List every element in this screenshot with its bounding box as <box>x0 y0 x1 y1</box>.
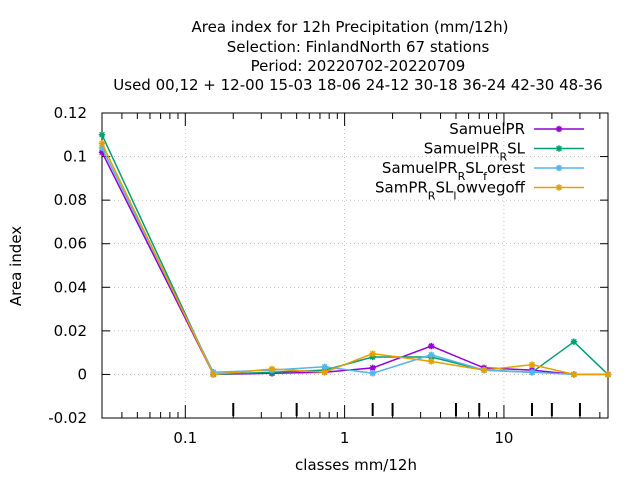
x-tick-label: 10 <box>494 429 513 447</box>
point-d2 <box>556 126 562 132</box>
grid <box>102 113 608 418</box>
y-tick-label: 0.02 <box>54 322 87 340</box>
title-line-2: Selection: FinlandNorth 67 stations <box>227 38 490 56</box>
point-d2 <box>369 364 376 371</box>
series-point <box>570 338 578 345</box>
x-tick-label: 1 <box>340 429 350 447</box>
chart-title: Area index for 12h Precipitation (mm/12h… <box>113 18 602 94</box>
point-d2 <box>428 351 435 358</box>
y-tick-label: 0.04 <box>54 278 87 296</box>
point-d2 <box>556 184 562 191</box>
x-tick-label: 0.1 <box>173 429 197 447</box>
point-d2 <box>481 367 487 373</box>
point-d2 <box>529 361 535 368</box>
series-point <box>369 364 376 372</box>
title-line-1: Area index for 12h Precipitation (mm/12h… <box>192 18 509 36</box>
series-sampr-rsl-lowvegoff <box>98 140 612 378</box>
series-point <box>428 358 435 365</box>
legend: SamuelPR SamuelPRRSLSamuelPRRSLforestSamP… <box>375 120 584 202</box>
legend-entry: SamuelPR <box>449 120 584 138</box>
y-tick-label: 0 <box>77 365 87 383</box>
series-point <box>321 369 328 376</box>
x-axis: 0.1 1 10 <box>121 113 601 447</box>
point-d2 <box>321 363 328 370</box>
series-samuelpr <box>98 149 612 378</box>
plot-frame <box>101 112 609 419</box>
series-line <box>101 134 609 376</box>
y-axis: -0.02 0 0.02 0.04 0.06 0.08 0.1 0.12 <box>48 104 608 427</box>
point-d2 <box>321 369 328 376</box>
y-axis-label: Area index <box>7 226 25 306</box>
series-point <box>555 125 563 133</box>
legend-entry: SamuelPRRSLforest <box>382 159 584 183</box>
series-point <box>268 365 276 373</box>
legend-entry: SamPRRSLlowvegoff <box>375 179 584 203</box>
legend-label: SamuelPR <box>449 120 525 138</box>
series-point <box>321 363 328 371</box>
legend-label: SamuelPRRSLforest <box>382 159 525 183</box>
series-line <box>101 151 608 376</box>
y-tick-label: -0.02 <box>48 409 87 427</box>
legend-label: SamuelPRRSL <box>424 140 526 164</box>
series-samuelpr-rsl-forest <box>98 144 612 378</box>
series-line <box>101 147 608 376</box>
y-tick-label: 0.1 <box>63 148 87 166</box>
title-line-3: Period: 20220702-20220709 <box>251 57 466 75</box>
series-line <box>101 143 608 376</box>
series-point <box>528 369 536 376</box>
x-axis-label: classes mm/12h <box>295 456 417 474</box>
point-d2 <box>269 366 275 372</box>
y-tick-label: 0.06 <box>54 235 87 253</box>
series-point <box>480 366 488 374</box>
point-d2 <box>529 369 535 376</box>
point-d2 <box>571 338 577 345</box>
point-d2 <box>369 350 376 357</box>
series-layer <box>98 131 612 378</box>
series-point <box>210 371 217 378</box>
series-point <box>369 350 376 357</box>
series-point <box>555 145 563 152</box>
plot-border <box>101 112 609 419</box>
series-point <box>555 164 563 172</box>
series-point <box>369 370 376 377</box>
point-d2 <box>428 358 435 365</box>
series-point <box>428 342 435 350</box>
series-point <box>428 351 435 359</box>
point-d2 <box>571 371 577 378</box>
series-point <box>98 131 106 138</box>
point-d2 <box>99 131 105 138</box>
point-d2 <box>605 371 611 378</box>
legend-label: SamPRRSLlowvegoff <box>375 179 526 203</box>
title-line-4: Used 00,12 + 12-00 15-03 18-06 24-12 30-… <box>113 76 602 94</box>
series-point <box>570 371 578 378</box>
y-tick-label: 0.08 <box>54 191 87 209</box>
legend-entry: SamuelPRRSL <box>424 140 584 164</box>
point-d2 <box>428 343 435 350</box>
point-d2 <box>99 140 105 147</box>
series-point <box>98 140 106 147</box>
class-marks <box>232 403 581 416</box>
point-d2 <box>556 165 562 171</box>
point-d2 <box>210 371 217 378</box>
point-d2 <box>556 145 562 152</box>
series-point <box>555 184 563 191</box>
series-point <box>604 371 612 378</box>
point-d2 <box>369 370 376 377</box>
y-tick-label: 0.12 <box>54 104 87 122</box>
series-point <box>528 361 536 368</box>
